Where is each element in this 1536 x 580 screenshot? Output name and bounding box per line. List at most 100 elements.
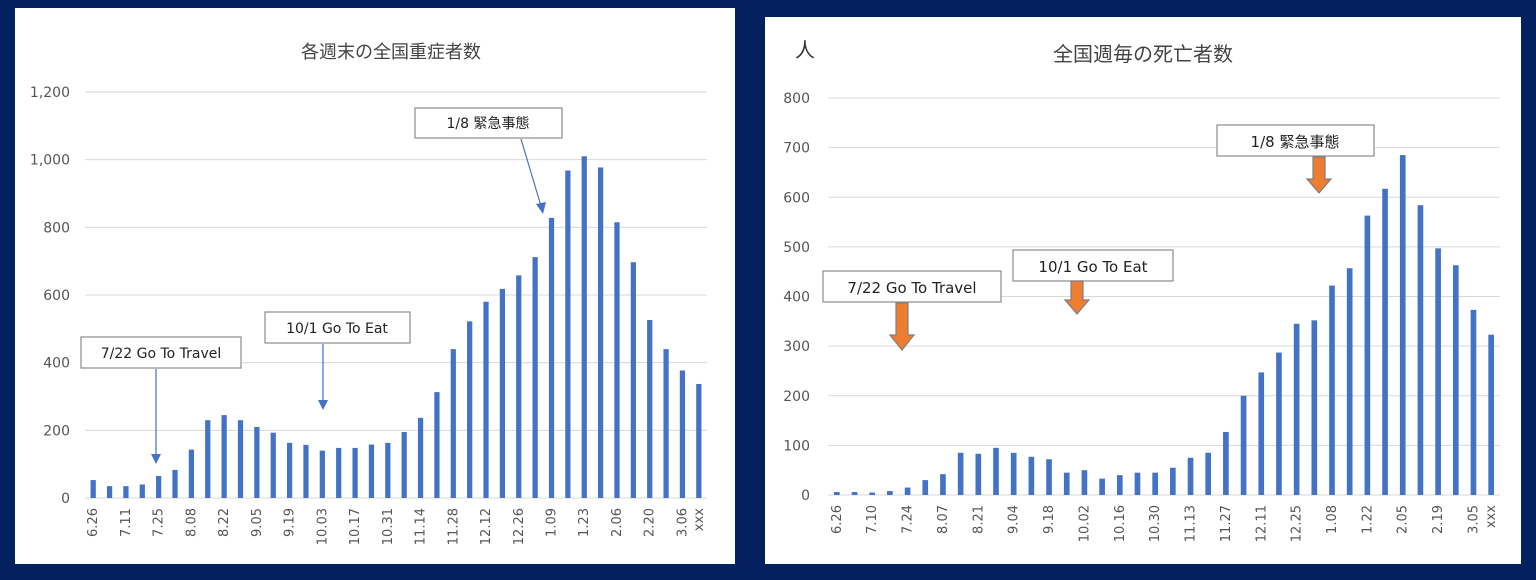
x-tick-label: 1.08 [1325, 505, 1340, 534]
arrow-down-icon [536, 202, 546, 214]
bar [581, 156, 587, 499]
y-axis-unit: 人 [795, 38, 815, 62]
bar [904, 487, 911, 495]
bar [450, 349, 456, 498]
x-tick-label: 1.23 [577, 508, 592, 537]
x-tick-label: 6.26 [830, 505, 845, 534]
bar [1099, 478, 1105, 495]
x-tick-label: xxx [692, 508, 707, 531]
deaths-chart-panel: 全国週毎の死亡者数 人 0 100 200 300 400 500 600 700 800 6.2… [765, 17, 1521, 564]
x-tick-label: 1.22 [1360, 505, 1375, 534]
bar [1081, 470, 1088, 495]
x-tick-label: 8.21 [971, 505, 986, 534]
bar [975, 453, 982, 495]
bar [1488, 334, 1494, 495]
bar [548, 217, 555, 499]
x-tick-label: 8.07 [936, 505, 951, 534]
bar [467, 321, 473, 498]
bar [1435, 248, 1441, 495]
annotation-label: 7/22 Go To Travel [847, 279, 976, 297]
annotation-go-to-eat: 10/1 Go To Eat [264, 311, 411, 410]
bar [869, 492, 876, 495]
x-tick-label: 10.31 [381, 508, 396, 545]
x-tick-label: 11.27 [1219, 505, 1234, 542]
x-tick-label: 3.05 [1466, 505, 1481, 534]
annotation-emergency: 1/8 緊急事態 [1216, 124, 1375, 194]
y-tick-label: 0 [801, 488, 810, 504]
bar [237, 420, 244, 498]
x-tick-label: 12.12 [479, 508, 494, 545]
bar [319, 450, 325, 498]
bar [1382, 188, 1388, 495]
bar [922, 480, 929, 495]
x-tick-label: 2.05 [1396, 505, 1411, 534]
y-tick-label: 800 [783, 91, 810, 107]
bar [205, 420, 211, 498]
bar [957, 452, 964, 495]
bar [565, 170, 571, 498]
arrow-down-icon [151, 454, 161, 464]
annotation-label: 1/8 緊急事態 [1251, 133, 1340, 151]
x-tick-label: 9.05 [250, 508, 265, 537]
y-tick-label: 400 [783, 290, 810, 306]
bar [1399, 155, 1406, 495]
bar [1258, 372, 1265, 495]
bar [156, 476, 162, 498]
annotation-label: 1/8 緊急事態 [447, 116, 530, 132]
bar [483, 301, 489, 498]
y-tick-label: 500 [783, 240, 810, 256]
y-tick-label: 800 [43, 220, 70, 236]
bar [663, 349, 669, 498]
x-tick-label: xxx [1484, 505, 1499, 528]
bar [106, 486, 113, 498]
bar [1063, 472, 1070, 495]
x-tick-label: 6.26 [86, 508, 101, 537]
bar [1240, 395, 1247, 495]
x-tick-label: 7.25 [152, 508, 167, 537]
y-tick-label: 600 [43, 288, 70, 304]
x-tick-label: 9.04 [1007, 505, 1022, 534]
arrow-down-icon [888, 302, 916, 351]
y-tick-label: 1,200 [30, 85, 70, 101]
x-tick-label: 10.03 [315, 508, 330, 545]
bar [597, 167, 604, 498]
y-tick-label: 300 [783, 339, 810, 355]
x-tick-label: 11.14 [414, 508, 429, 545]
bar [532, 257, 538, 498]
bar [1134, 472, 1141, 495]
annotation-label: 10/1 Go To Eat [286, 321, 388, 337]
arrow-down-icon [1063, 280, 1091, 315]
bar [172, 469, 178, 498]
bar [254, 426, 260, 498]
x-tick-label: 7.24 [901, 505, 916, 534]
y-tick-label: 0 [61, 491, 70, 507]
bar [188, 449, 195, 498]
bar [1046, 459, 1052, 495]
bar [614, 222, 620, 498]
bar [993, 447, 999, 495]
bar [385, 442, 391, 498]
bar [1311, 320, 1318, 495]
x-tick-label: 2.19 [1431, 505, 1446, 534]
y-tick-label: 600 [783, 190, 810, 206]
x-tick-label: 1.09 [545, 508, 560, 537]
x-tick-label: 12.11 [1254, 505, 1269, 542]
x-tick-label: 9.19 [283, 508, 298, 537]
deaths-chart: 全国週毎の死亡者数 人 0 100 200 300 400 500 600 700 800 6.2… [783, 38, 1500, 542]
severe-cases-chart: 各週末の全国重症者数 0 200 400 600 800 1,000 1,200 6.26 7.… [30, 42, 707, 545]
bar [1010, 452, 1017, 495]
y-tick-label: 100 [783, 438, 810, 454]
bar [1452, 265, 1459, 495]
chart-title: 各週末の全国重症者数 [301, 42, 481, 63]
annotation-label: 7/22 Go To Travel [101, 346, 222, 362]
bar [303, 444, 309, 498]
bar [499, 288, 506, 498]
bar [1276, 352, 1282, 495]
bar [887, 491, 893, 495]
x-tick-label: 10.16 [1113, 505, 1128, 542]
bar [270, 432, 276, 498]
bar [90, 480, 96, 498]
bar [516, 275, 522, 498]
bar [696, 383, 702, 498]
bar [834, 492, 840, 495]
